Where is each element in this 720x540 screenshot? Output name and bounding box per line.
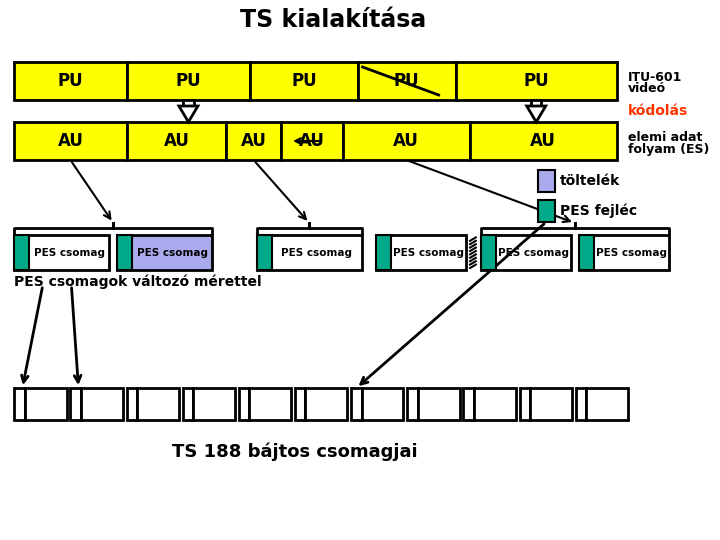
- Bar: [183, 388, 193, 420]
- Bar: [183, 100, 194, 106]
- Text: PES csomag: PES csomag: [282, 247, 352, 258]
- Text: PES csomagok változó mérettel: PES csomagok változó mérettel: [14, 275, 262, 289]
- Bar: [14, 235, 30, 270]
- Bar: [531, 100, 541, 106]
- Bar: [376, 235, 467, 270]
- Text: videó: videó: [628, 82, 666, 94]
- Bar: [14, 62, 127, 100]
- Text: PU: PU: [291, 72, 317, 90]
- Bar: [358, 62, 456, 100]
- Bar: [193, 388, 235, 420]
- Bar: [376, 235, 391, 270]
- Bar: [281, 122, 343, 160]
- Bar: [239, 388, 249, 420]
- Bar: [137, 388, 179, 420]
- Bar: [343, 122, 470, 160]
- Bar: [418, 388, 459, 420]
- Bar: [480, 235, 571, 270]
- Bar: [295, 388, 305, 420]
- Bar: [470, 122, 616, 160]
- Text: AU: AU: [58, 132, 84, 150]
- Bar: [257, 235, 272, 270]
- Text: folyam (ES): folyam (ES): [628, 144, 709, 157]
- Text: PES csomag: PES csomag: [137, 247, 208, 258]
- Bar: [249, 388, 291, 420]
- Bar: [127, 62, 251, 100]
- Bar: [81, 388, 122, 420]
- Bar: [408, 388, 418, 420]
- Bar: [480, 235, 496, 270]
- Bar: [14, 122, 127, 160]
- Bar: [464, 388, 474, 420]
- Text: PES csomag: PES csomag: [393, 247, 464, 258]
- Bar: [127, 388, 137, 420]
- Bar: [257, 235, 361, 270]
- Bar: [579, 235, 594, 270]
- Text: TS 188 bájtos csomagjai: TS 188 bájtos csomagjai: [172, 443, 418, 461]
- Bar: [351, 388, 361, 420]
- Text: TS kialakítása: TS kialakítása: [240, 8, 426, 32]
- Bar: [24, 388, 67, 420]
- Text: AU: AU: [531, 132, 557, 150]
- Bar: [14, 388, 24, 420]
- Bar: [538, 200, 555, 222]
- Text: kódolás: kódolás: [628, 104, 688, 118]
- Text: PES csomag: PES csomag: [34, 247, 105, 258]
- Bar: [474, 388, 516, 420]
- Polygon shape: [527, 106, 546, 122]
- Text: elemi adat: elemi adat: [628, 131, 703, 144]
- Bar: [586, 388, 628, 420]
- Bar: [361, 388, 403, 420]
- Bar: [520, 388, 530, 420]
- Text: PES fejléc: PES fejléc: [559, 204, 636, 218]
- Bar: [530, 388, 572, 420]
- Bar: [579, 235, 669, 270]
- Bar: [305, 388, 347, 420]
- Bar: [251, 62, 358, 100]
- Text: AU: AU: [163, 132, 189, 150]
- Bar: [127, 122, 227, 160]
- Text: AU: AU: [240, 132, 266, 150]
- Text: PU: PU: [58, 72, 84, 90]
- Bar: [14, 235, 109, 270]
- Bar: [117, 235, 132, 270]
- Text: PES csomag: PES csomag: [498, 247, 569, 258]
- Text: AU: AU: [393, 132, 419, 150]
- Polygon shape: [179, 106, 198, 122]
- Text: ITU-601: ITU-601: [628, 71, 683, 84]
- Bar: [71, 388, 81, 420]
- Bar: [117, 235, 212, 270]
- Text: töltelék: töltelék: [559, 174, 620, 188]
- Bar: [227, 122, 281, 160]
- Text: PES csomag: PES csomag: [596, 247, 667, 258]
- Bar: [538, 170, 555, 192]
- Text: AU: AU: [299, 132, 325, 150]
- Bar: [576, 388, 586, 420]
- Text: PU: PU: [394, 72, 420, 90]
- Text: PU: PU: [523, 72, 549, 90]
- Bar: [456, 62, 616, 100]
- Text: PU: PU: [176, 72, 201, 90]
